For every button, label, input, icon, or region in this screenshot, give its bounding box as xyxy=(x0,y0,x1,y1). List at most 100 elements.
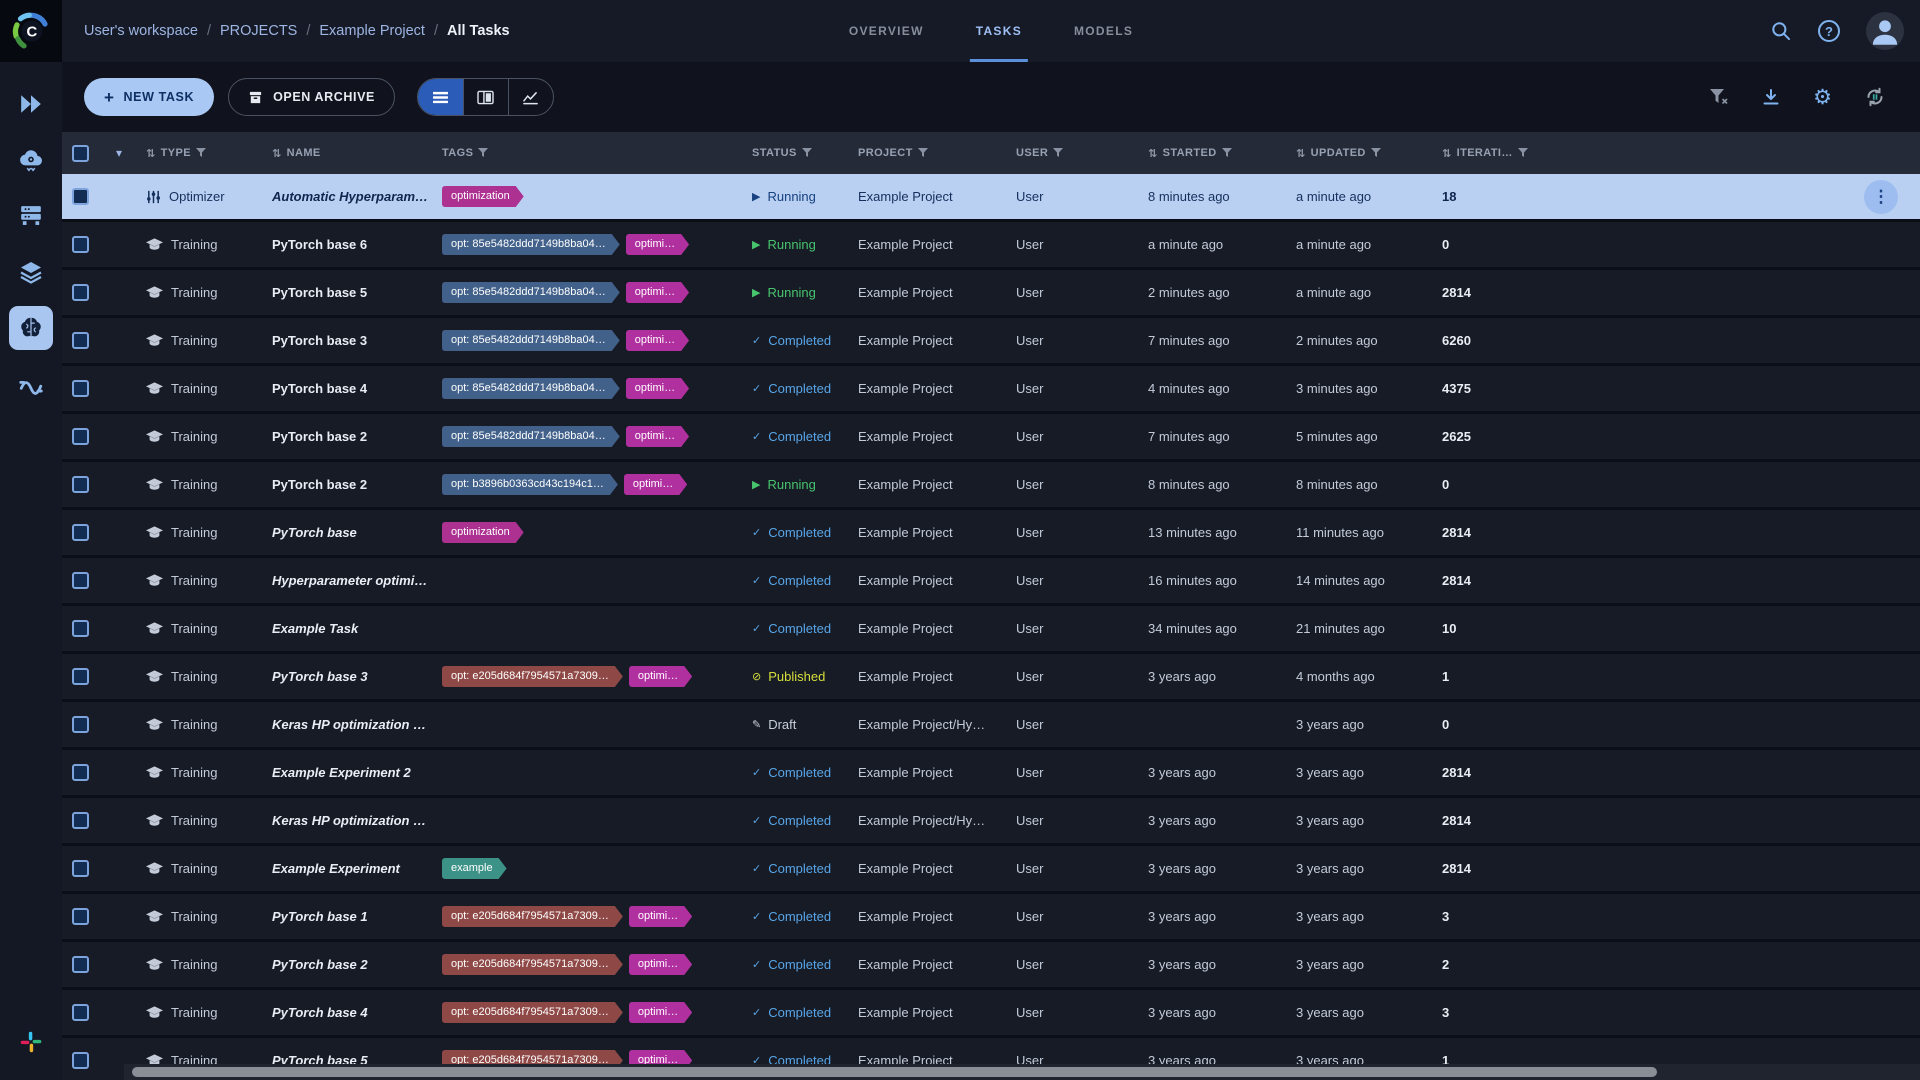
settings-gear-icon[interactable]: ⚙ xyxy=(1813,85,1832,109)
task-name[interactable]: PyTorch base 4 xyxy=(272,381,368,396)
tab-overview[interactable]: OVERVIEW xyxy=(848,24,924,38)
row-checkbox[interactable] xyxy=(72,716,89,733)
table-row[interactable]: Training PyTorch base 3 opt: 85e5482ddd714… xyxy=(62,318,1920,363)
table-row[interactable]: Optimizer Automatic Hyperparamete… optimiz… xyxy=(62,174,1920,219)
task-name[interactable]: PyTorch base 2 xyxy=(272,429,368,444)
row-checkbox[interactable] xyxy=(72,284,89,301)
row-checkbox[interactable] xyxy=(72,1004,89,1021)
column-header-started[interactable]: ⇅ STARTED xyxy=(1148,147,1296,160)
column-header-updated[interactable]: ⇅ UPDATED xyxy=(1296,147,1442,160)
sidebar-item-projects[interactable] xyxy=(9,306,53,350)
sidebar-item-workers-queues[interactable] xyxy=(9,194,53,238)
column-header-user[interactable]: USER xyxy=(1016,147,1148,159)
row-checkbox[interactable] xyxy=(72,620,89,637)
sort-icon[interactable]: ⇅ xyxy=(1442,147,1452,160)
task-name[interactable]: PyTorch base xyxy=(272,525,357,540)
row-checkbox[interactable] xyxy=(72,1052,89,1069)
row-checkbox[interactable] xyxy=(72,332,89,349)
avatar[interactable] xyxy=(1866,12,1904,50)
table-row[interactable]: Training PyTorch base optimization ✓ Complet… xyxy=(62,510,1920,555)
row-checkbox[interactable] xyxy=(72,476,89,493)
table-row[interactable]: Training Example Experiment 2 ✓ Completed Ex… xyxy=(62,750,1920,795)
table-row[interactable]: Training Example Experiment example ✓ Comple… xyxy=(62,846,1920,891)
task-name[interactable]: Example Experiment 2 xyxy=(272,765,411,780)
column-header-iterati[interactable]: ⇅ ITERATI… xyxy=(1442,147,1592,160)
row-checkbox[interactable] xyxy=(72,524,89,541)
row-checkbox[interactable] xyxy=(72,572,89,589)
tab-models[interactable]: MODELS xyxy=(1074,24,1134,38)
task-name[interactable]: Example Experiment xyxy=(272,861,400,876)
table-row[interactable]: Training PyTorch base 4 opt: e205d684f7954… xyxy=(62,990,1920,1035)
filter-funnel-icon[interactable] xyxy=(1221,148,1232,158)
task-name[interactable]: PyTorch base 3 xyxy=(272,333,368,348)
slack-icon[interactable] xyxy=(9,1020,53,1064)
row-checkbox[interactable] xyxy=(72,236,89,253)
row-checkbox[interactable] xyxy=(72,428,89,445)
sidebar-item-apps[interactable] xyxy=(9,138,53,182)
sidebar-item-quick-start[interactable] xyxy=(9,82,53,126)
table-row[interactable]: Training PyTorch base 2 opt: e205d684f7954… xyxy=(62,942,1920,987)
help-icon[interactable]: ? xyxy=(1818,20,1840,42)
row-checkbox[interactable] xyxy=(72,380,89,397)
filter-funnel-icon[interactable] xyxy=(917,148,928,158)
filter-funnel-icon[interactable] xyxy=(801,148,812,158)
row-menu-button[interactable]: ⋮ xyxy=(1864,179,1898,214)
sort-icon[interactable]: ⇅ xyxy=(1296,147,1306,160)
breadcrumb-item[interactable]: All Tasks xyxy=(446,23,510,39)
row-checkbox[interactable] xyxy=(72,188,89,205)
task-name[interactable]: PyTorch base 4 xyxy=(272,1005,368,1020)
tab-tasks[interactable]: TASKS xyxy=(950,0,1048,62)
clearml-logo-icon[interactable]: C xyxy=(0,0,62,62)
breadcrumb-item[interactable]: PROJECTS xyxy=(220,23,298,39)
sort-icon[interactable]: ⇅ xyxy=(272,147,282,160)
filter-funnel-icon[interactable] xyxy=(1370,148,1381,158)
table-row[interactable]: Training Keras HP optimization base ✎ Draft… xyxy=(62,702,1920,747)
table-row[interactable]: Training PyTorch base 3 opt: e205d684f7954… xyxy=(62,654,1920,699)
filter-funnel-icon[interactable] xyxy=(478,148,489,158)
breadcrumb-item[interactable]: Example Project xyxy=(319,23,425,39)
sidebar-item-datasets[interactable] xyxy=(9,250,53,294)
table-row[interactable]: Training PyTorch base 6 opt: 85e5482ddd714… xyxy=(62,222,1920,267)
table-row[interactable]: Training Example Task ✓ Completed Example Pr… xyxy=(62,606,1920,651)
row-checkbox[interactable] xyxy=(72,908,89,925)
task-name[interactable]: Automatic Hyperparamete… xyxy=(272,189,442,204)
filter-funnel-icon[interactable] xyxy=(1053,148,1064,158)
sidebar-item-pipelines[interactable] xyxy=(9,362,53,406)
split-view-toggle[interactable] xyxy=(462,79,508,115)
column-header-project[interactable]: PROJECT xyxy=(858,147,1016,159)
chart-view-toggle[interactable] xyxy=(507,79,553,115)
row-checkbox[interactable] xyxy=(72,812,89,829)
task-name[interactable]: PyTorch base 2 xyxy=(272,477,368,492)
filter-funnel-icon[interactable] xyxy=(1517,148,1528,158)
column-header-name[interactable]: ⇅ NAME xyxy=(272,147,442,160)
task-name[interactable]: Keras HP optimization base xyxy=(272,717,442,732)
open-archive-button[interactable]: OPEN ARCHIVE xyxy=(228,78,395,116)
auto-refresh-icon[interactable] xyxy=(1864,86,1886,108)
filter-funnel-icon[interactable] xyxy=(195,148,206,158)
table-view-toggle[interactable] xyxy=(417,79,463,115)
new-task-button[interactable]: + NEW TASK xyxy=(84,78,215,116)
table-row[interactable]: Training PyTorch base 5 opt: 85e5482ddd714… xyxy=(62,270,1920,315)
table-row[interactable]: Training PyTorch base 2 opt: b3896b0363cd4… xyxy=(62,462,1920,507)
task-name[interactable]: Example Task xyxy=(272,621,359,636)
task-name[interactable]: Keras HP optimization base xyxy=(272,813,442,828)
table-row[interactable]: Training PyTorch base 2 opt: 85e5482ddd714… xyxy=(62,414,1920,459)
column-header-tags[interactable]: TAGS xyxy=(442,147,752,159)
table-row[interactable]: Training Keras HP optimization base ✓ Compl… xyxy=(62,798,1920,843)
breadcrumb-item[interactable]: User's workspace xyxy=(84,23,198,39)
task-name[interactable]: PyTorch base 6 xyxy=(272,237,368,252)
row-checkbox[interactable] xyxy=(72,764,89,781)
task-name[interactable]: PyTorch base 1 xyxy=(272,909,368,924)
sort-icon[interactable]: ⇅ xyxy=(146,147,156,160)
table-row[interactable]: Training PyTorch base 4 opt: 85e5482ddd714… xyxy=(62,366,1920,411)
clear-filters-icon[interactable] xyxy=(1709,88,1729,106)
column-header-type[interactable]: ⇅ TYPE xyxy=(146,147,272,160)
task-name[interactable]: PyTorch base 2 xyxy=(272,957,368,972)
download-icon[interactable] xyxy=(1761,87,1781,107)
table-row[interactable]: Training PyTorch base 1 opt: e205d684f7954… xyxy=(62,894,1920,939)
row-checkbox[interactable] xyxy=(72,668,89,685)
row-checkbox[interactable] xyxy=(72,860,89,877)
table-row[interactable]: Training Hyperparameter optimizati… ✓ Compl… xyxy=(62,558,1920,603)
column-header-status[interactable]: STATUS xyxy=(752,147,858,159)
search-icon[interactable] xyxy=(1770,20,1792,42)
